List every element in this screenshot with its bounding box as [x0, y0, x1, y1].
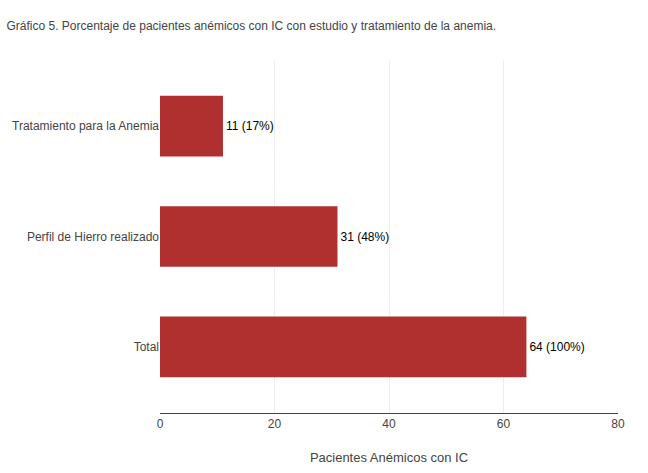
- svg-text:Pacientes Anémicos con IC: Pacientes Anémicos con IC: [310, 450, 468, 465]
- svg-text:64 (100%): 64 (100%): [529, 340, 584, 354]
- svg-text:31 (48%): 31 (48%): [340, 230, 389, 244]
- svg-text:11 (17%): 11 (17%): [226, 119, 274, 133]
- svg-text:Gráfico 5. Porcentaje de pacie: Gráfico 5. Porcentaje de pacientes anémi…: [6, 19, 496, 33]
- svg-text:80: 80: [611, 417, 625, 431]
- svg-text:40: 40: [382, 417, 396, 431]
- svg-text:60: 60: [497, 417, 511, 431]
- svg-text:20: 20: [268, 417, 282, 431]
- svg-text:0: 0: [157, 417, 164, 431]
- svg-text:Perfil de Hierro realizado: Perfil de Hierro realizado: [27, 230, 159, 244]
- svg-text:Total: Total: [134, 340, 159, 354]
- svg-text:Tratamiento para la Anemia: Tratamiento para la Anemia: [12, 119, 159, 133]
